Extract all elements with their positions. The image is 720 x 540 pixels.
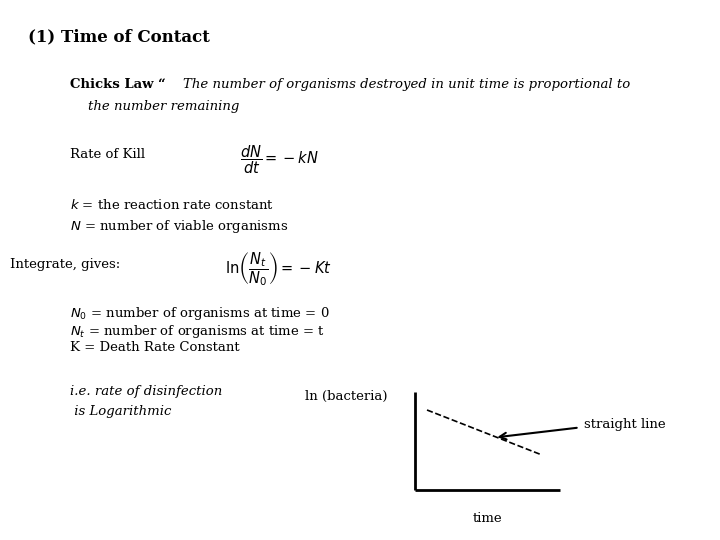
- Text: is Logarithmic: is Logarithmic: [70, 405, 171, 418]
- Text: ln (bacteria): ln (bacteria): [305, 390, 387, 403]
- Text: $N$ = number of viable organisms: $N$ = number of viable organisms: [70, 218, 289, 235]
- Text: (1) Time of Contact: (1) Time of Contact: [28, 28, 210, 45]
- Text: $N_0$ = number of organisms at time = 0: $N_0$ = number of organisms at time = 0: [70, 305, 330, 322]
- Text: $k$ = the reaction rate constant: $k$ = the reaction rate constant: [70, 198, 274, 212]
- Text: $\dfrac{dN}{dt} = -kN$: $\dfrac{dN}{dt} = -kN$: [240, 143, 319, 176]
- Text: Chicks Law “: Chicks Law “: [70, 78, 166, 91]
- Text: time: time: [473, 512, 503, 525]
- Text: $N_t$ = number of organisms at time = t: $N_t$ = number of organisms at time = t: [70, 323, 325, 340]
- Text: K = Death Rate Constant: K = Death Rate Constant: [70, 341, 240, 354]
- Text: Integrate, gives:: Integrate, gives:: [10, 258, 120, 271]
- Text: straight line: straight line: [585, 418, 666, 431]
- Text: The number of organisms destroyed in unit time is proportional to: The number of organisms destroyed in uni…: [183, 78, 630, 91]
- Text: the number remaining: the number remaining: [88, 100, 239, 113]
- Text: $\ln\!\left(\dfrac{N_t}{N_0}\right) = -Kt$: $\ln\!\left(\dfrac{N_t}{N_0}\right) = -K…: [225, 250, 332, 288]
- Text: i.e. rate of disinfection: i.e. rate of disinfection: [70, 385, 222, 398]
- Text: Rate of Kill: Rate of Kill: [70, 148, 145, 161]
